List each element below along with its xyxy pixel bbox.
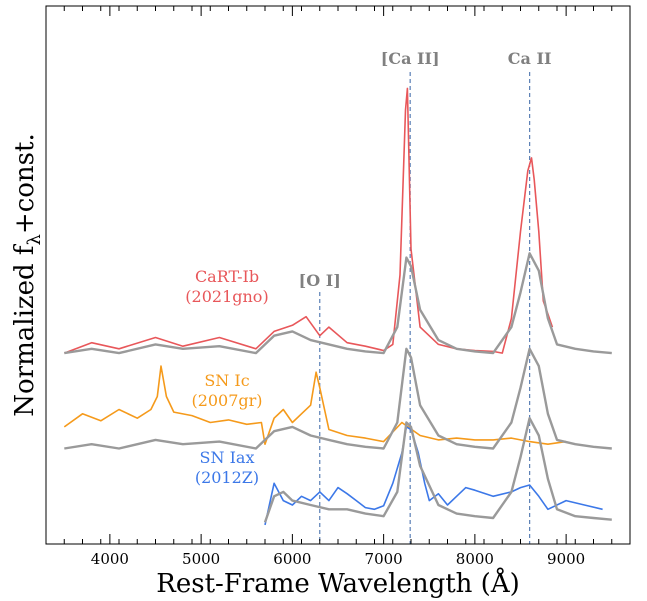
x-tick-label: 6000 [273, 550, 311, 568]
x-tick-label: 4000 [91, 550, 129, 568]
y-axis-title-sub: λ [24, 234, 45, 245]
x-tick-label: 8000 [456, 550, 494, 568]
series-label: (2021gno) [185, 287, 268, 306]
x-tick-label: 7000 [365, 550, 403, 568]
x-axis-title: Rest-Frame Wavelength (Å) [156, 567, 519, 599]
spectrum-line [64, 252, 612, 355]
spectrum-line [64, 347, 612, 450]
reference-line-label: [Ca II] [381, 49, 440, 68]
spectrum-line [264, 426, 603, 526]
x-tick-label: 5000 [182, 550, 220, 568]
spectrum-line [64, 87, 554, 354]
series-label: SN Iax [200, 448, 255, 467]
reference-lines [319, 72, 531, 544]
series-label: (2012Z) [195, 468, 259, 487]
y-axis-title: Normalized fλ+const. [10, 133, 45, 416]
spectra-series [63, 87, 612, 526]
spectrum-line [63, 365, 567, 445]
reference-line-label: Ca II [508, 49, 552, 68]
x-tick-label: 9000 [547, 550, 585, 568]
spectrum-line [263, 417, 612, 523]
y-axis-title-main: Normalized f [10, 243, 40, 417]
x-ticks: 4000 5000 6000 7000 8000 9000 [63, 6, 613, 568]
series-label: CaRT-Ib [195, 267, 259, 286]
series-label: SN Ic [204, 371, 249, 390]
reference-line-label: [O I] [299, 271, 341, 290]
series-label: (2007gr) [191, 391, 262, 410]
y-axis-title-tail: +const. [10, 133, 40, 234]
